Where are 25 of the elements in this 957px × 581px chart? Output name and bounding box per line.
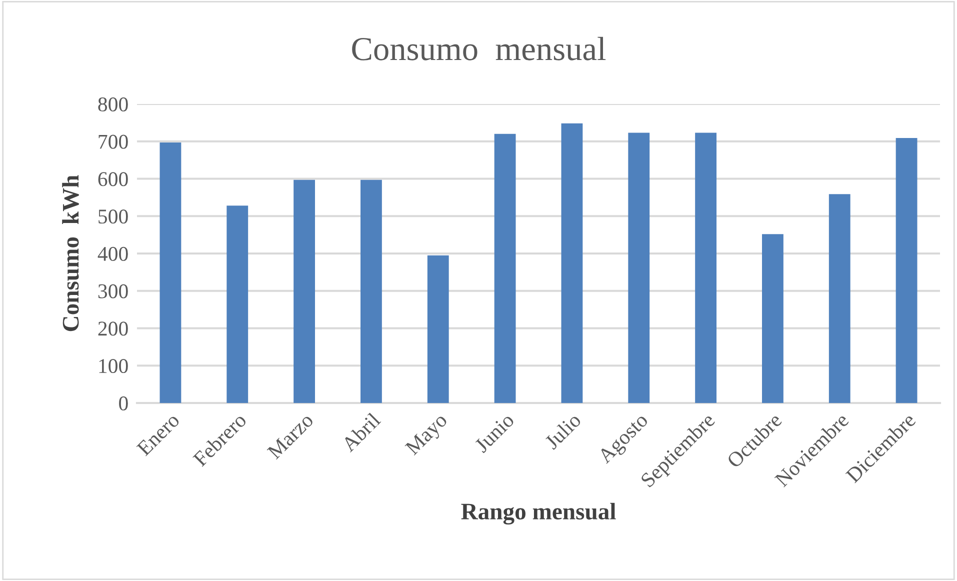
bar <box>561 123 583 403</box>
y-tick-label: 800 <box>98 97 128 112</box>
y-axis-title: Consumo kWh <box>62 175 79 332</box>
bar <box>427 255 449 403</box>
bar <box>828 194 850 403</box>
chart-title: Consumo mensual <box>352 36 606 60</box>
x-tick-label: Julio <box>544 412 582 450</box>
bar <box>762 234 784 403</box>
y-tick-label: 700 <box>98 134 128 149</box>
y-tick-label: 600 <box>98 172 128 186</box>
y-tick-label: 500 <box>98 210 128 224</box>
bar <box>360 180 382 403</box>
y-tick-label: 100 <box>99 359 128 374</box>
y-tick-label: 400 <box>98 246 128 261</box>
bar <box>160 142 182 403</box>
bar <box>294 180 315 403</box>
y-tick-label: 200 <box>98 322 128 336</box>
bar <box>628 132 650 403</box>
bar <box>695 132 716 403</box>
bar <box>226 206 248 403</box>
bar <box>494 134 516 403</box>
x-axis-title: Rango mensual <box>461 502 616 524</box>
y-tick-label: 300 <box>98 284 128 298</box>
bar <box>896 138 918 403</box>
y-tick-label: 0 <box>119 396 128 410</box>
